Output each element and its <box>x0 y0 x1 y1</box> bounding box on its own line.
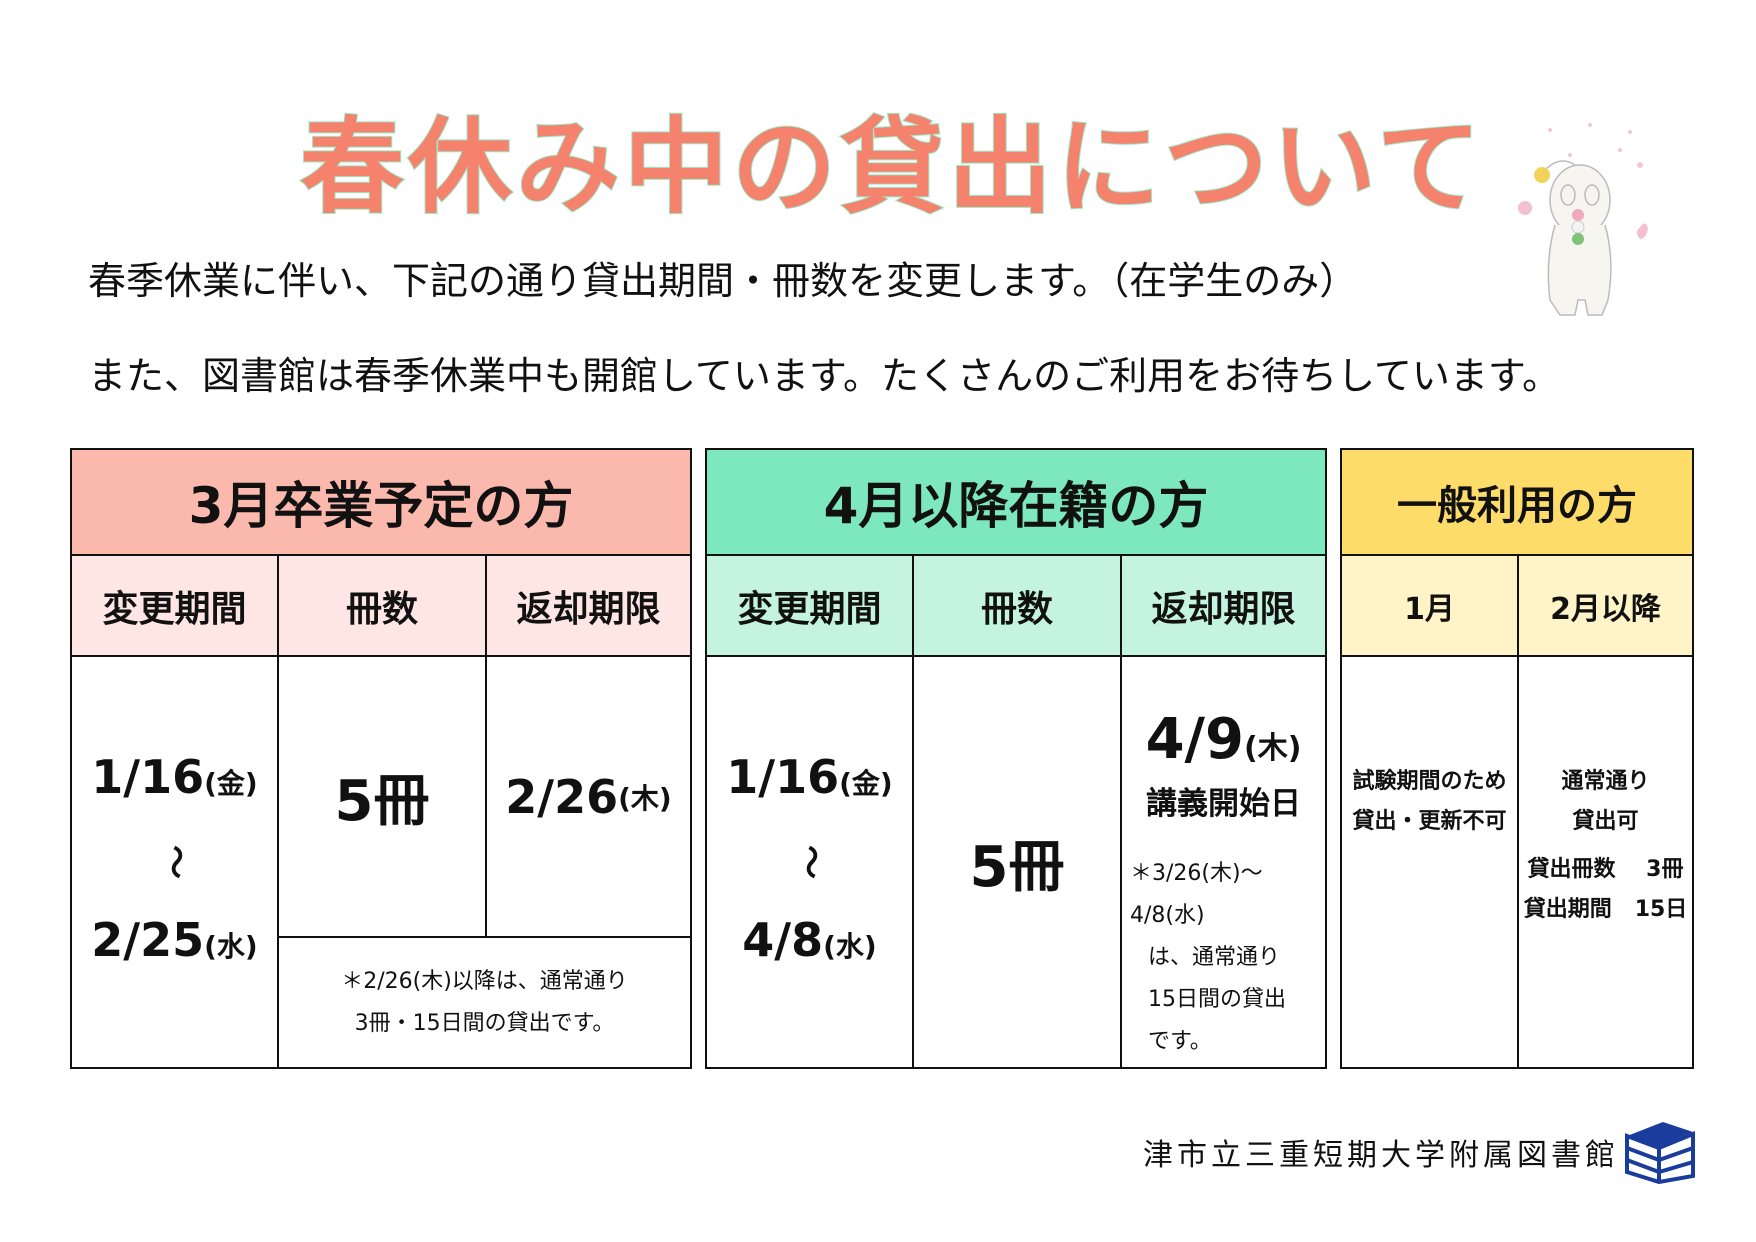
graduating-period: 1/16(金) 〜 2/25(水) <box>72 657 279 1067</box>
library-name: 津市立三重短期大学附属図書館 <box>1143 1138 1619 1173</box>
day: (金) <box>204 767 258 800</box>
graduating-due: 2/26 (木) <box>487 657 690 938</box>
col-due: 返却期限 <box>1122 556 1325 657</box>
graduating-header: 3月卒業予定の方 <box>72 450 690 556</box>
col-count: 冊数 <box>279 556 487 657</box>
period-start: 1/16 <box>726 750 840 804</box>
due-date: 4/9 <box>1145 707 1244 772</box>
note-line: 15日間の貸出 <box>1148 987 1286 1012</box>
stacked-books-logo-icon <box>1625 1122 1695 1184</box>
col-due: 返却期限 <box>487 556 690 657</box>
mascot-illustration <box>1518 123 1648 316</box>
general-table: 一般利用の方 1月 2月以降 試験期間のため 貸出・更新不可 通常通り 貸出可 … <box>1340 448 1694 1069</box>
note-line: 通常通り <box>1561 769 1650 794</box>
due-label: 講義開始日 <box>1146 786 1301 822</box>
count-value: 3冊 <box>1646 857 1684 882</box>
intro-line-2: また、図書館は春季休業中も開館しています。たくさんのご利用をお待ちしています。 <box>88 354 1561 398</box>
col-january: 1月 <box>1342 556 1519 657</box>
period-value: 15日 <box>1634 897 1688 922</box>
period-end: 4/8 <box>742 913 824 967</box>
general-header: 一般利用の方 <box>1342 450 1692 556</box>
note-line: 試験期間のため <box>1352 769 1507 794</box>
note-line: 貸出可 <box>1572 809 1639 834</box>
january-status: 試験期間のため 貸出・更新不可 <box>1342 657 1519 1067</box>
col-period: 変更期間 <box>72 556 279 657</box>
note-line: です。 <box>1148 1029 1212 1054</box>
day: (木) <box>618 781 672 815</box>
col-count: 冊数 <box>914 556 1122 657</box>
enrolled-header: 4月以降在籍の方 <box>707 450 1325 556</box>
day: (木) <box>1243 731 1302 766</box>
enrolled-period: 1/16(金) 〜 4/8(水) <box>707 657 914 1067</box>
day: (水) <box>823 930 877 963</box>
note-line: ＊2/26(木)以降は、通常通り <box>341 968 628 994</box>
day: (金) <box>839 767 893 800</box>
period-end: 2/25 <box>91 913 205 967</box>
note-line: ＊3/26(木)〜4/8(水) <box>1130 861 1263 928</box>
enrolled-count: 5冊 <box>914 657 1122 1067</box>
tilde: 〜 <box>154 845 195 879</box>
graduating-count: 5冊 <box>279 657 487 938</box>
due-date: 2/26 <box>505 769 619 824</box>
period-label: 貸出期間 <box>1523 897 1612 922</box>
note-line: 3冊・15日間の貸出です。 <box>354 1010 615 1036</box>
day: (水) <box>204 930 258 963</box>
graduating-note: ＊2/26(木)以降は、通常通り 3冊・15日間の貸出です。 <box>279 938 690 1067</box>
note-line: は、通常通り <box>1148 945 1281 970</box>
col-february: 2月以降 <box>1519 556 1692 657</box>
count-label: 貸出冊数 <box>1527 857 1616 882</box>
note-line: 貸出・更新不可 <box>1352 809 1507 834</box>
intro-line-1: 春季休業に伴い、下記の通り貸出期間・冊数を変更します。（在学生のみ） <box>88 259 1358 303</box>
tilde: 〜 <box>789 845 830 879</box>
period-start: 1/16 <box>91 750 205 804</box>
page-title: 春休み中の貸出について <box>299 105 1485 229</box>
graduating-table: 3月卒業予定の方 変更期間 冊数 返却期限 1/16(金) 〜 2/25(水) … <box>70 448 692 1069</box>
col-period: 変更期間 <box>707 556 914 657</box>
enrolled-due: 4/9(木) 講義開始日 ＊3/26(木)〜4/8(水) は、通常通り 15日間… <box>1122 657 1325 1067</box>
february-status: 通常通り 貸出可 貸出冊数 3冊 貸出期間 15日 <box>1519 657 1692 1067</box>
enrolled-table: 4月以降在籍の方 変更期間 冊数 返却期限 1/16(金) 〜 4/8(水) 5… <box>705 448 1327 1069</box>
